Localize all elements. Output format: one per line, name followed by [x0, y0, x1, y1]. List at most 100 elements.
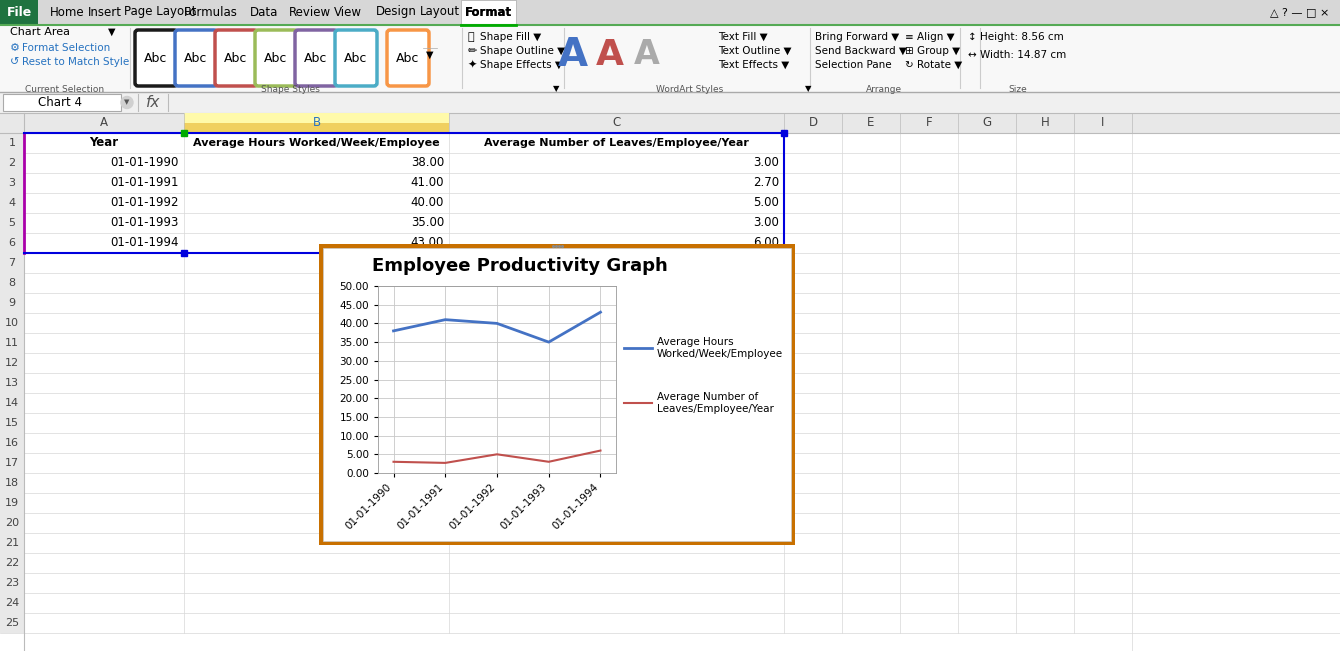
- Text: Average Number of
Leaves/Employee/Year: Average Number of Leaves/Employee/Year: [657, 392, 775, 414]
- FancyBboxPatch shape: [0, 513, 24, 533]
- Text: Employee Productivity Graph: Employee Productivity Graph: [371, 257, 667, 275]
- Text: fx: fx: [146, 95, 161, 110]
- Text: Home: Home: [50, 5, 84, 18]
- Text: 1: 1: [8, 138, 16, 148]
- Text: ▼: ▼: [805, 85, 811, 94]
- Text: Text Outline ▼: Text Outline ▼: [718, 46, 792, 56]
- Text: 4: 4: [8, 198, 16, 208]
- Text: Design: Design: [377, 5, 417, 18]
- Text: 3.00: 3.00: [753, 217, 779, 230]
- Text: I: I: [1101, 117, 1104, 130]
- Text: 13: 13: [5, 378, 19, 388]
- FancyBboxPatch shape: [0, 553, 24, 573]
- Text: 2.70: 2.70: [753, 176, 779, 189]
- Text: 01-01-1990: 01-01-1990: [111, 156, 180, 169]
- Text: 6.00: 6.00: [753, 236, 779, 249]
- Circle shape: [121, 96, 133, 109]
- FancyBboxPatch shape: [0, 153, 24, 173]
- Text: A: A: [100, 117, 109, 130]
- Text: Layout: Layout: [419, 5, 460, 18]
- Text: WordArt Styles: WordArt Styles: [657, 85, 724, 94]
- Text: 8: 8: [8, 278, 16, 288]
- FancyBboxPatch shape: [0, 213, 24, 233]
- Text: D: D: [808, 117, 817, 130]
- FancyBboxPatch shape: [0, 433, 24, 453]
- FancyBboxPatch shape: [0, 613, 24, 633]
- Text: Chart 4: Chart 4: [38, 96, 82, 109]
- Text: Abc: Abc: [264, 51, 288, 64]
- Text: Average Hours Worked/Week/Employee: Average Hours Worked/Week/Employee: [193, 138, 440, 148]
- Text: C: C: [612, 117, 620, 130]
- Text: ⚙: ⚙: [9, 43, 20, 53]
- FancyBboxPatch shape: [0, 92, 1340, 113]
- FancyBboxPatch shape: [3, 94, 121, 111]
- Text: Page Layout: Page Layout: [125, 5, 197, 18]
- FancyBboxPatch shape: [0, 193, 24, 213]
- Text: 35.00: 35.00: [411, 217, 444, 230]
- Text: 01-01-1994: 01-01-1994: [110, 236, 180, 249]
- Text: Average Hours
Worked/Week/Employee: Average Hours Worked/Week/Employee: [657, 337, 783, 359]
- FancyBboxPatch shape: [184, 113, 449, 123]
- Text: Abc: Abc: [224, 51, 248, 64]
- FancyBboxPatch shape: [176, 30, 217, 86]
- FancyBboxPatch shape: [0, 25, 1340, 92]
- FancyBboxPatch shape: [0, 453, 24, 473]
- Text: 16: 16: [5, 438, 19, 448]
- Text: Arrange: Arrange: [866, 85, 902, 94]
- Text: Text Effects ▼: Text Effects ▼: [718, 60, 789, 70]
- Text: 10: 10: [5, 318, 19, 328]
- Text: ▼: ▼: [552, 85, 559, 94]
- Text: ⊞ Group ▼: ⊞ Group ▼: [905, 46, 961, 56]
- FancyBboxPatch shape: [0, 593, 24, 613]
- Text: A: A: [596, 38, 624, 72]
- Text: Abc: Abc: [145, 51, 168, 64]
- Text: A: A: [634, 38, 659, 72]
- Text: ▼: ▼: [125, 100, 130, 105]
- FancyBboxPatch shape: [0, 273, 24, 293]
- Text: 12: 12: [5, 358, 19, 368]
- Text: Abc: Abc: [304, 51, 328, 64]
- Text: 3: 3: [8, 178, 16, 188]
- FancyBboxPatch shape: [0, 413, 24, 433]
- Text: 7: 7: [8, 258, 16, 268]
- Text: Average Number of Leaves/Employee/Year: Average Number of Leaves/Employee/Year: [484, 138, 749, 148]
- Text: Format Selection: Format Selection: [21, 43, 110, 53]
- FancyBboxPatch shape: [135, 30, 177, 86]
- Text: 🖌: 🖌: [468, 32, 474, 42]
- FancyBboxPatch shape: [0, 353, 24, 373]
- FancyBboxPatch shape: [255, 30, 297, 86]
- Text: Shape Fill ▼: Shape Fill ▼: [480, 32, 541, 42]
- Text: Format: Format: [465, 5, 512, 18]
- Text: E: E: [867, 117, 875, 130]
- Text: Shape Styles: Shape Styles: [260, 85, 319, 94]
- Text: 43.00: 43.00: [410, 236, 444, 249]
- Text: 3.00: 3.00: [753, 156, 779, 169]
- FancyBboxPatch shape: [0, 493, 24, 513]
- Text: 38.00: 38.00: [411, 156, 444, 169]
- Text: Bring Forward ▼: Bring Forward ▼: [815, 32, 899, 42]
- Text: ↺: ↺: [9, 57, 19, 67]
- Text: Shape Outline ▼: Shape Outline ▼: [480, 46, 565, 56]
- FancyBboxPatch shape: [295, 30, 336, 86]
- Text: 6: 6: [8, 238, 16, 248]
- Text: 14: 14: [5, 398, 19, 408]
- Text: 41.00: 41.00: [410, 176, 444, 189]
- Text: 01-01-1991: 01-01-1991: [110, 176, 180, 189]
- Text: Send Backward ▼: Send Backward ▼: [815, 46, 907, 56]
- Text: ✦: ✦: [468, 60, 477, 70]
- Text: 2: 2: [8, 158, 16, 168]
- Text: View: View: [334, 5, 362, 18]
- FancyBboxPatch shape: [461, 0, 516, 25]
- FancyBboxPatch shape: [0, 253, 24, 273]
- Text: ↻ Rotate ▼: ↻ Rotate ▼: [905, 60, 962, 70]
- FancyBboxPatch shape: [0, 333, 24, 353]
- Text: B: B: [312, 117, 320, 130]
- Text: Data: Data: [251, 5, 279, 18]
- Text: 01-01-1993: 01-01-1993: [111, 217, 180, 230]
- FancyBboxPatch shape: [319, 244, 795, 545]
- Text: ✏: ✏: [468, 46, 477, 56]
- FancyBboxPatch shape: [0, 0, 38, 25]
- FancyBboxPatch shape: [323, 248, 791, 541]
- FancyBboxPatch shape: [0, 113, 1340, 651]
- Text: ▼: ▼: [109, 27, 115, 37]
